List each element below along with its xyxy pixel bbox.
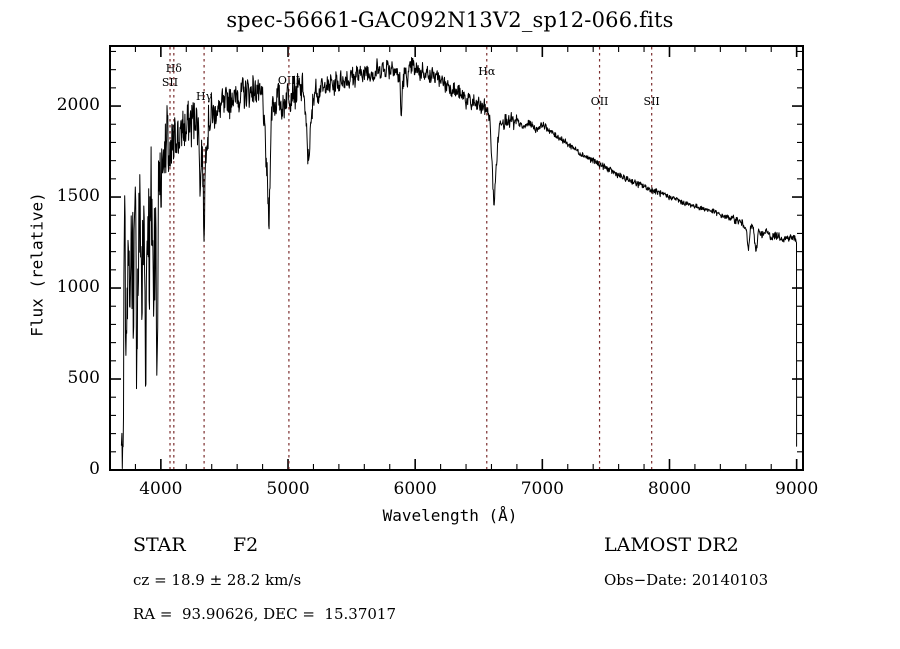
spectrum-trace bbox=[120, 57, 798, 469]
x-tick-label: 4000 bbox=[139, 479, 183, 499]
x-tick-label: 7000 bbox=[520, 479, 564, 499]
plot-frame bbox=[109, 45, 804, 471]
y-tick-label: 500 bbox=[67, 368, 100, 388]
footer-coordinates: RA = 93.90626, DEC = 15.37017 bbox=[133, 605, 397, 623]
footer-redshift-velocity: cz = 18.9 ± 28.2 km/s bbox=[133, 571, 302, 589]
spectral-line-markers bbox=[169, 47, 653, 469]
x-tick-label: 8000 bbox=[647, 479, 692, 499]
axis-ticks bbox=[109, 46, 803, 471]
footer-obs-date: Obs−Date: 20140103 bbox=[604, 571, 769, 589]
x-axis-label: Wavelength (Å) bbox=[382, 506, 518, 525]
footer-survey: LAMOST DR2 bbox=[604, 534, 739, 556]
y-tick-label: 0 bbox=[89, 459, 100, 479]
footer-spectral-class: F2 bbox=[233, 534, 259, 556]
y-tick-label: 1000 bbox=[56, 277, 100, 298]
y-tick-label: 2000 bbox=[56, 95, 100, 116]
page-title: spec-56661-GAC092N13V2_sp12-066.fits bbox=[226, 8, 674, 32]
y-tick-label: 1500 bbox=[56, 186, 100, 207]
x-tick-label: 6000 bbox=[393, 479, 437, 499]
x-tick-label: 5000 bbox=[266, 479, 310, 499]
footer-object-type: STAR bbox=[133, 534, 186, 556]
x-tick-label: 9000 bbox=[775, 479, 819, 499]
